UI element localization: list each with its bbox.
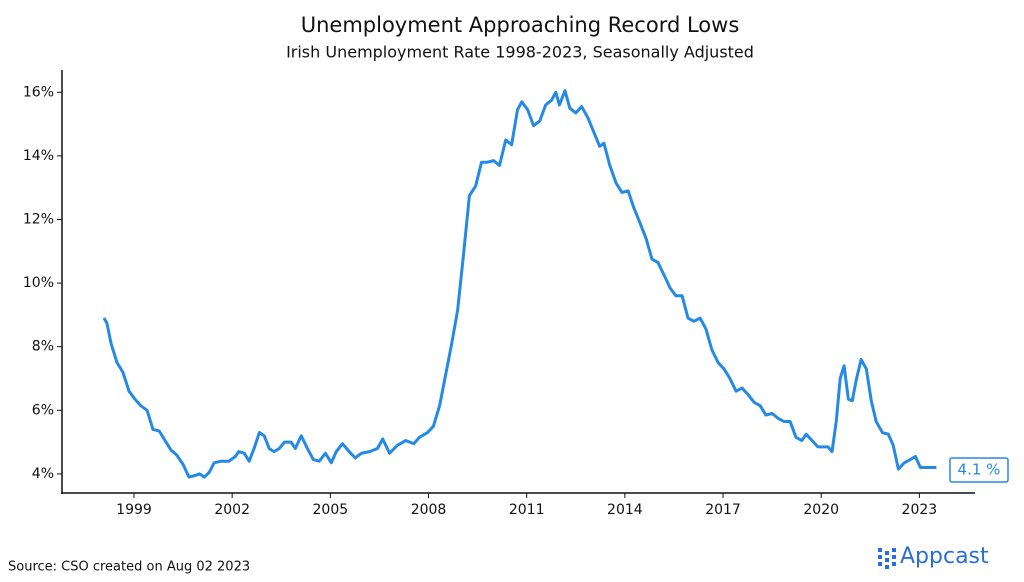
y-tick-label: 12% (23, 211, 54, 227)
brand: Appcast (900, 544, 989, 569)
annotation-box (949, 457, 1009, 483)
annotation: 4.1 % (958, 461, 1001, 479)
x-tick-label: 2011 (509, 502, 545, 518)
x-tick-label: 2008 (411, 502, 447, 518)
data-line (102, 89, 937, 479)
x-tick-label: 2017 (705, 502, 741, 518)
x-tick-label: 1999 (116, 502, 152, 518)
y-tick-label: 14% (23, 148, 54, 164)
chart-title: Unemployment Approaching Record Lows (301, 13, 740, 37)
y-tick-label: 8% (32, 339, 54, 355)
x-tick-label: 2020 (803, 502, 839, 518)
x-tick-label: 2014 (607, 502, 643, 518)
x-tick-label: 2023 (902, 502, 938, 518)
x-tick-label: 2002 (214, 502, 250, 518)
chart-subtitle: Irish Unemployment Rate 1998-2023, Seaso… (286, 43, 754, 62)
x-tick-label: 2005 (313, 502, 349, 518)
y-tick-label: 6% (32, 402, 54, 418)
y-tick-label: 4% (32, 466, 54, 482)
y-tick-label: 10% (23, 275, 54, 291)
brand-icon (878, 548, 896, 569)
source-note: Source: CSO created on Aug 02 2023 (8, 560, 250, 575)
y-tick-label: 16% (23, 84, 54, 100)
